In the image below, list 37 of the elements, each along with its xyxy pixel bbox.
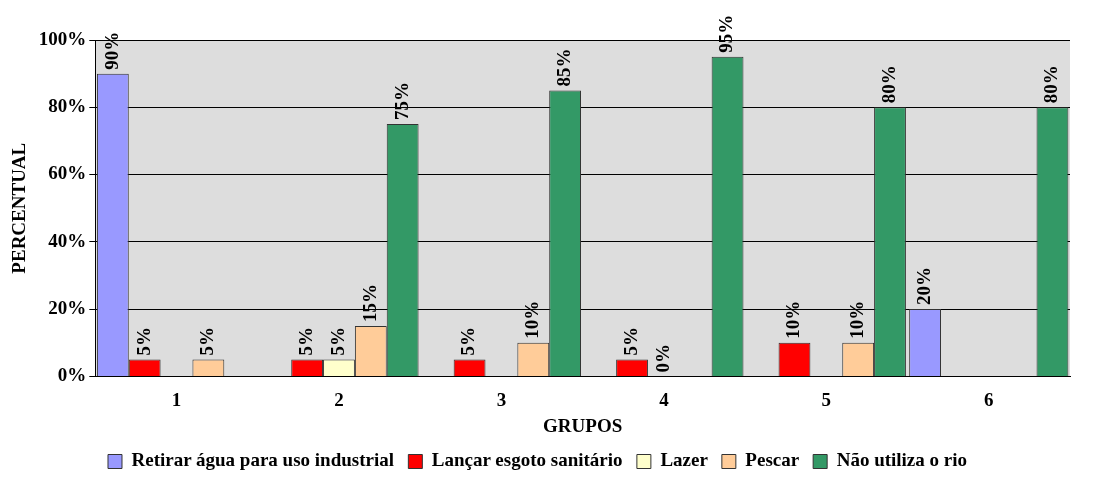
data-label: 10% [521,300,543,339]
data-label: 95% [715,14,737,53]
data-label: 15% [358,283,380,322]
data-label: 10% [782,300,804,339]
y-tick-label: 100% [38,27,87,49]
y-tick-label: 20% [48,297,87,319]
data-label: 80% [1040,65,1062,104]
x-tick-label: 5 [821,388,832,410]
x-tick-label: 1 [171,388,182,410]
data-label: 5% [132,327,154,356]
legend-label: Lançar esgoto sanitário [431,449,623,471]
data-label: 5% [457,327,479,356]
data-label: 5% [295,327,317,356]
y-axis-title: PERCENTUAL [8,142,30,274]
y-tick-label: 40% [48,229,87,251]
x-axis-title: GRUPOS [543,414,623,436]
data-label: 5% [619,327,641,356]
legend-label: Não utiliza o rio [836,449,968,471]
data-label: 80% [877,65,899,104]
data-label: 10% [846,300,868,339]
data-label: 5% [196,327,218,356]
x-tick-label: 3 [496,388,507,410]
legend-label: Retirar água para uso industrial [131,449,395,471]
x-tick-label: 6 [984,388,994,410]
data-label: 90% [100,31,122,70]
data-label: 20% [913,267,934,306]
data-label: 0% [651,343,673,373]
x-tick-label: 4 [659,388,670,410]
data-label: 85% [553,48,575,87]
legend-label: Lazer [660,449,709,471]
data-label: 5% [326,327,348,356]
y-tick-label: 0% [57,364,87,386]
y-tick-label: 80% [48,95,87,117]
y-tick-label: 60% [48,162,87,184]
x-tick-label: 2 [334,388,344,410]
data-label: 75% [390,82,412,121]
legend-label: Pescar [745,449,800,471]
